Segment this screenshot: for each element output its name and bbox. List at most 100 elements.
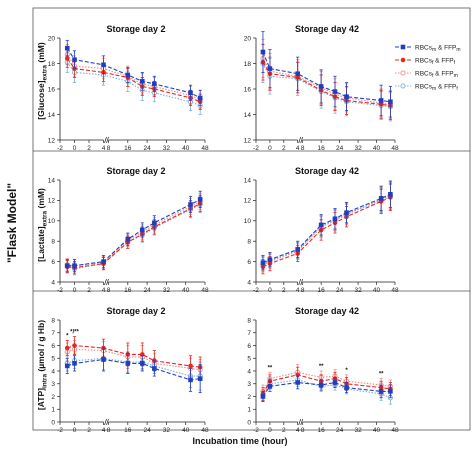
x-tick-label: 16 [124,145,132,152]
y-tick-label: 12 [244,137,252,144]
x-tick-label: 8 [301,427,305,434]
series-line [262,58,391,105]
panel-title: Storage day 2 [106,166,165,176]
x-tick-label: 4 [102,287,106,294]
y-tick-label: 18 [48,61,56,68]
axis-break-mark [104,278,107,286]
marker-point [400,70,406,76]
axis-break-mark [300,418,304,426]
figure-side-label: "Flask Model" [5,183,19,263]
series-line [262,193,391,264]
series-2 [260,43,393,120]
series-2 [64,49,203,110]
panel-title: Storage day 42 [295,24,359,34]
y-tick-label: 10 [244,218,252,225]
y-tick-label: 0 [247,419,251,426]
x-tick-label: 2 [87,145,91,152]
y-tick-label: 6 [247,343,251,350]
marker-point [188,90,193,96]
marker-point [388,191,393,197]
significance-marker: */** [70,330,79,336]
x-tick-label: 0 [268,145,272,152]
marker-point [344,94,349,99]
x-tick-label: 40 [182,145,190,152]
marker-point [188,377,193,383]
series-3 [64,43,203,109]
y-tick-label: 1 [51,407,55,414]
x-tick-label: 0 [268,427,272,434]
series-line [66,47,201,99]
y-axis-label: [Lactate]extra (mM) [36,188,49,262]
axis-break-mark [104,418,107,426]
x-tick-label: 0 [73,287,77,294]
marker-point [332,216,338,222]
marker-point [139,361,145,366]
marker-point [197,197,203,202]
series-line [262,381,391,397]
marker-point [152,81,157,87]
marker-point [64,363,70,369]
x-tick-label: 48 [391,287,399,294]
marker-point [318,84,324,89]
y-tick-label: 4 [51,368,55,375]
x-tick-label: 40 [182,287,190,294]
y-tick-label: 14 [48,112,56,119]
y-tick-label: 14 [244,112,252,119]
legend-item: RBCsm & FFPf [395,83,458,92]
series-1 [64,190,203,273]
series-4 [64,195,203,276]
y-tick-label: 16 [48,86,56,93]
x-tick-label: 48 [201,427,209,434]
series-1 [64,40,203,106]
x-tick-label: 32 [354,145,362,152]
x-tick-label: 4 [296,427,300,434]
series-line [262,63,391,108]
axis-break-mark [300,136,304,144]
y-tick-label: 18 [244,61,252,68]
x-tick-label: 40 [373,145,381,152]
series-3 [64,192,203,273]
x-tick-label: 2 [87,287,91,294]
y-tick-label: 10 [48,218,56,225]
y-tick-label: 6 [51,259,55,266]
marker-point [72,343,77,348]
y-tick-label: 8 [247,239,251,246]
legend-item: RBCsf & FFPm [395,70,458,79]
marker-point [295,380,300,385]
y-tick-label: 8 [51,317,55,324]
marker-point [197,376,203,381]
series-1 [64,347,203,394]
series-4 [64,346,203,391]
x-tick-label: 16 [124,287,132,294]
x-tick-label: 8 [107,427,111,434]
x-tick-label: 24 [143,145,151,152]
y-tick-label: 1 [247,407,251,414]
y-tick-label: 20 [48,35,56,42]
x-tick-label: -2 [253,287,259,294]
marker-point [378,389,384,394]
legend-label: RBCsm & FFPf [415,83,458,92]
y-tick-label: 12 [244,198,252,205]
marker-point [400,83,406,89]
series-line [67,344,201,368]
x-tick-label: 16 [124,427,132,434]
marker-point [188,202,193,207]
y-tick-label: 16 [244,86,252,93]
axis-break-mark [106,418,109,426]
x-tick-label: 4 [102,427,106,434]
marker-point [400,44,406,50]
marker-point [125,236,131,242]
marker-point [267,384,273,389]
significance-marker: * [345,368,348,374]
panel-title: Storage day 2 [106,24,165,34]
x-tick-label: -2 [57,145,63,152]
y-tick-label: 14 [244,177,252,184]
y-axis-label: [ATP]intra (µmol / g Hb) [36,320,49,410]
y-tick-label: 8 [51,239,55,246]
marker-point [318,382,324,388]
axis-break-mark [106,278,109,286]
legend-label: RBCsf & FFPm [415,70,458,79]
x-tick-label: 16 [318,427,326,434]
marker-point [344,210,349,215]
